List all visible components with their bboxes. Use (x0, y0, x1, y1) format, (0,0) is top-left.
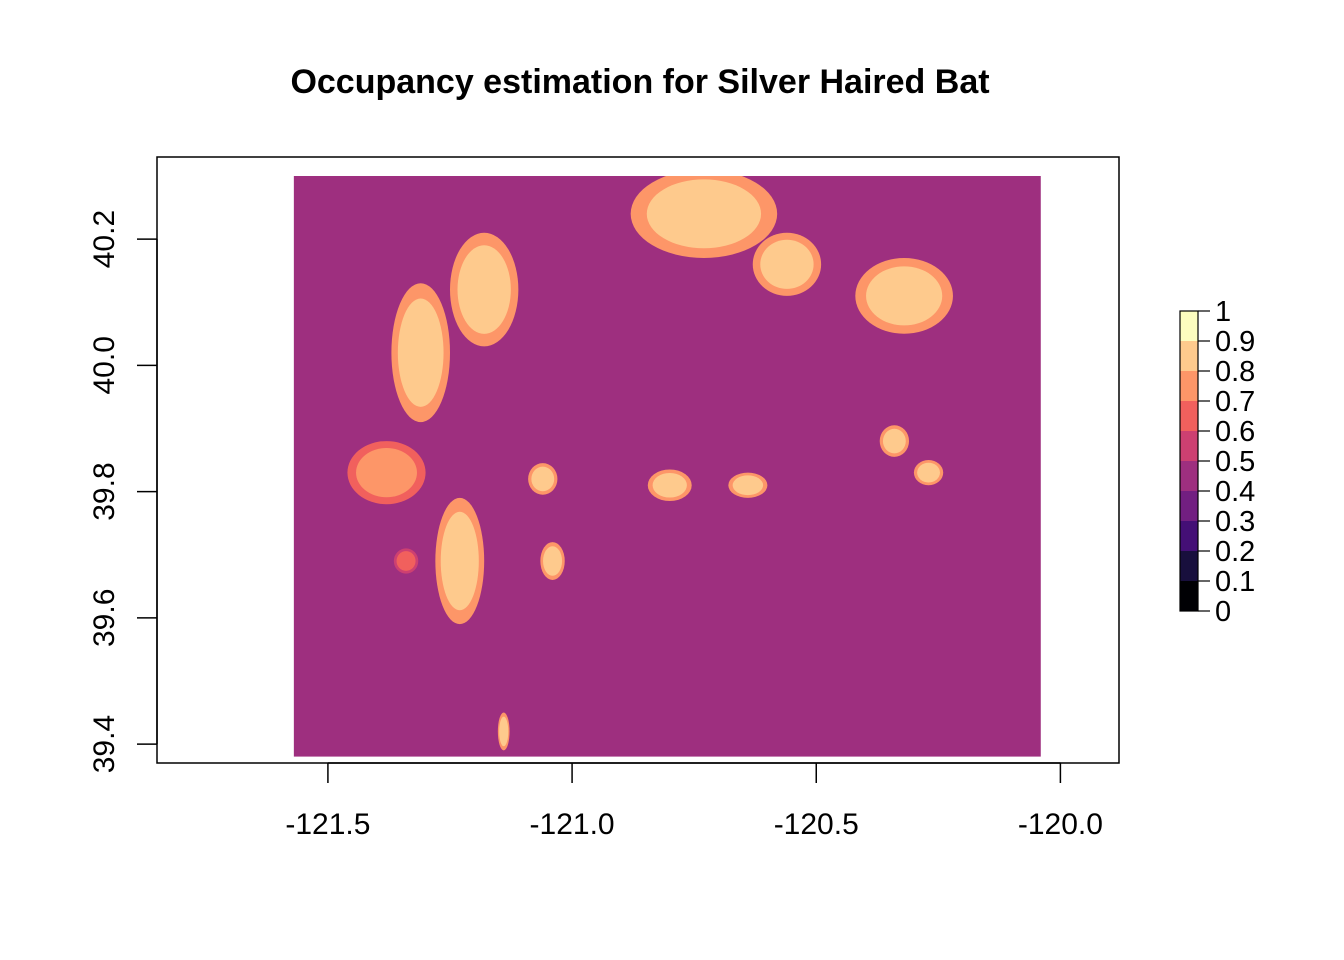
y-tick-label: 39.4 (88, 715, 121, 773)
occupancy-patch-core (760, 239, 814, 289)
legend-swatch (1180, 341, 1198, 371)
x-axis: -121.5 -121.0 -120.5 -120.0 (285, 762, 1103, 841)
occupancy-patch (728, 472, 768, 498)
occupancy-patch-core (396, 551, 416, 571)
occupancy-patch (913, 460, 944, 486)
occupancy-patch (540, 542, 565, 580)
legend-swatch (1180, 401, 1198, 431)
legend-label: 0.5 (1215, 446, 1255, 478)
legend-label: 0.4 (1215, 476, 1255, 508)
occupancy-patch-core (397, 298, 444, 407)
y-tick-label: 40.2 (88, 210, 121, 268)
occupancy-patch-core (499, 716, 509, 747)
occupancy-raster (293, 175, 1041, 757)
occupancy-patch (449, 232, 519, 347)
y-tick-label: 39.8 (88, 462, 121, 520)
occupancy-patch-core (531, 466, 555, 492)
occupancy-patch (393, 548, 419, 574)
occupancy-patch (752, 232, 822, 296)
color-legend: 00.10.20.30.40.50.60.70.80.91 (1179, 296, 1255, 628)
occupancy-patch-core (457, 245, 511, 334)
legend-swatch (1180, 551, 1198, 581)
occupancy-patch-core (440, 511, 479, 611)
occupancy-patch-core (732, 475, 764, 496)
legend-swatch (1180, 521, 1198, 551)
legend-swatch (1180, 461, 1198, 491)
x-tick-label: -120.0 (1018, 808, 1103, 841)
y-axis: 39.4 39.6 39.8 40.0 40.2 (88, 210, 158, 773)
legend-swatch (1180, 491, 1198, 521)
legend-label: 0.1 (1215, 566, 1255, 598)
legend-label: 0 (1215, 596, 1231, 628)
occupancy-patch (528, 463, 558, 495)
occupancy-patch-core (866, 266, 943, 326)
legend-label: 1 (1215, 296, 1231, 328)
y-tick-label: 40.0 (88, 336, 121, 394)
legend-label: 0.9 (1215, 326, 1255, 358)
occupancy-patch (497, 712, 510, 751)
occupancy-patch (647, 469, 692, 502)
occupancy-patch (347, 441, 426, 505)
legend-label: 0.8 (1215, 356, 1255, 388)
x-tick-label: -120.5 (774, 808, 859, 841)
legend-label: 0.7 (1215, 386, 1255, 418)
y-tick-label: 39.6 (88, 589, 121, 647)
legend-label: 0.3 (1215, 506, 1255, 538)
legend-label: 0.6 (1215, 416, 1255, 448)
occupancy-patch (391, 283, 450, 423)
x-tick-label: -121.5 (285, 808, 370, 841)
occupancy-patch-core (882, 428, 906, 454)
occupancy-patch-core (543, 546, 563, 576)
occupancy-patch-core (646, 179, 762, 249)
occupancy-patch (855, 258, 953, 334)
legend-swatch (1180, 311, 1198, 341)
occupancy-patch-core (652, 472, 687, 498)
legend-label: 0.2 (1215, 536, 1255, 568)
legend-swatch (1180, 371, 1198, 401)
occupancy-patch (630, 175, 778, 258)
chart-title: Occupancy estimation for Silver Haired B… (290, 63, 989, 101)
x-tick-label: -121.0 (530, 808, 615, 841)
occupancy-patch-core (917, 462, 940, 483)
legend-swatch (1180, 431, 1198, 461)
occupancy-patch-core (356, 448, 417, 498)
occupancy-patch (435, 497, 485, 625)
occupancy-patch (879, 425, 910, 457)
legend-swatch (1180, 581, 1198, 611)
